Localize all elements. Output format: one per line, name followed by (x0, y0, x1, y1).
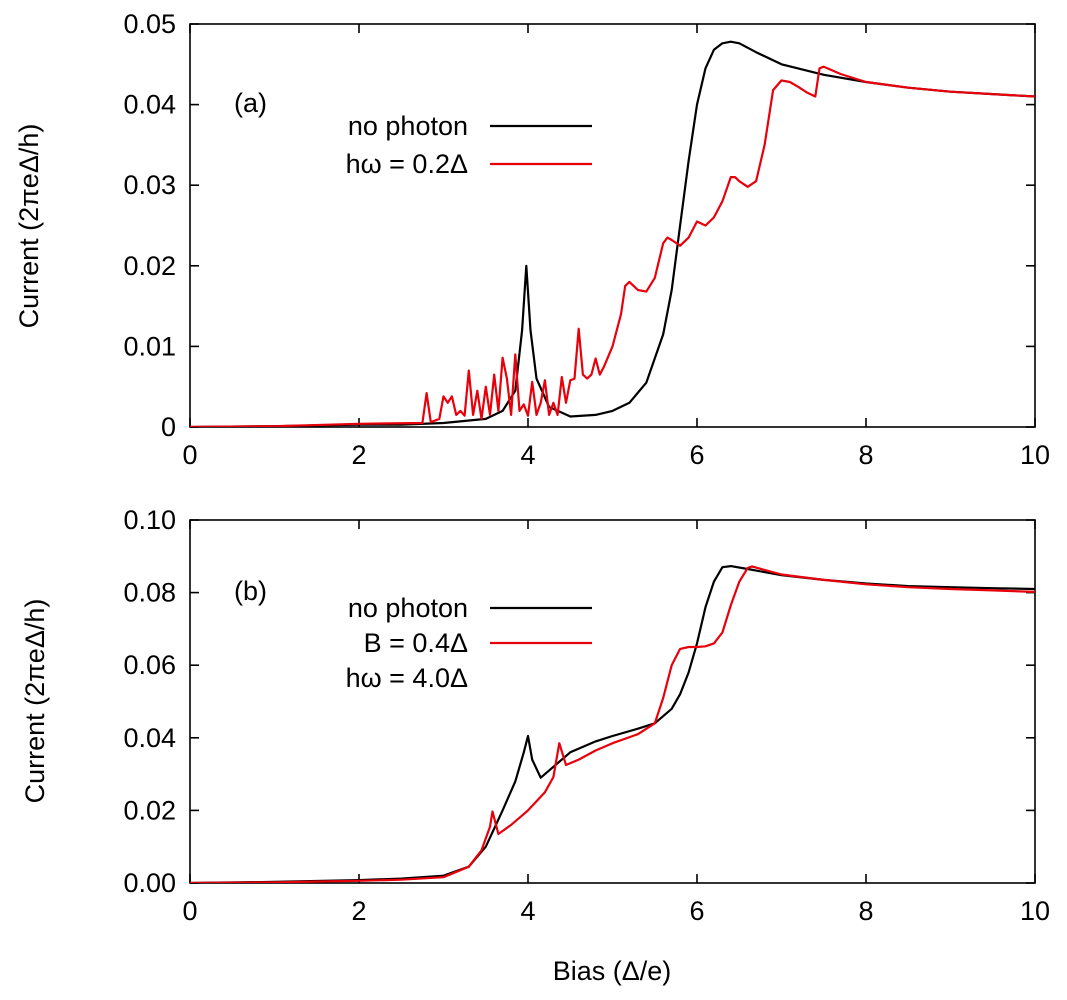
y-tick-label-a: 0.01 (123, 331, 176, 361)
x-tick-label-b: 4 (520, 896, 535, 926)
curves-b (190, 565, 1035, 883)
x-tick-label-b: 10 (1020, 896, 1050, 926)
series-line-b-0 (190, 565, 1035, 883)
x-tick-label-b: 6 (689, 896, 704, 926)
legend-a: no photon hω = 0.2Δ (346, 111, 592, 179)
plot-area-frame-b (189, 519, 1036, 884)
ticks-a (189, 23, 1036, 428)
legend-b: no photon B = 0.4Δ hω = 4.0Δ (346, 593, 592, 693)
curves-a (190, 40, 1035, 427)
tick-labels-a: 0 2 4 6 8 10 0 0.01 0.02 0.03 0.04 0.05 (123, 9, 1050, 470)
x-tick-label-b: 8 (858, 896, 873, 926)
plot-area-frame-a (189, 23, 1036, 428)
x-tick-label-a: 8 (858, 440, 873, 470)
y-axis-label-b: Current (2πeΔ/h) (20, 599, 50, 804)
x-tick-label-a: 4 (520, 440, 535, 470)
panel-b: 0 2 4 6 8 10 0.00 0.02 0.04 0.06 0.08 0.10 Current … (20, 505, 1050, 986)
y-tick-label-a: 0.02 (123, 251, 176, 281)
x-tick-label-a: 0 (182, 440, 197, 470)
x-tick-label-a: 6 (689, 440, 704, 470)
x-tick-label-b: 2 (351, 896, 366, 926)
y-tick-label-a: 0.04 (123, 90, 176, 120)
y-tick-label-b: 0.10 (123, 505, 176, 535)
legend-label-a-1: hω = 0.2Δ (346, 149, 468, 179)
ticks-b (189, 519, 1036, 884)
series-line-b-1 (190, 565, 1035, 883)
y-tick-label-b: 0.02 (123, 795, 176, 825)
y-tick-label-b: 0.04 (123, 723, 176, 753)
panel-a: 0 2 4 6 8 10 0 0.01 0.02 0.03 0.04 0.05 Current (2π… (14, 9, 1050, 470)
panel-label-a: (a) (234, 88, 267, 118)
tick-labels-b: 0 2 4 6 8 10 0.00 0.02 0.04 0.06 0.08 0.10 (123, 505, 1050, 926)
panel-label-b: (b) (234, 576, 267, 606)
x-tick-label-b: 0 (182, 896, 197, 926)
x-tick-label-a: 10 (1020, 440, 1050, 470)
legend-label-b-0: no photon (348, 593, 468, 623)
y-tick-label-a: 0.03 (123, 170, 176, 200)
x-axis-label-b: Bias (Δ/e) (553, 956, 672, 986)
y-tick-label-b: 0.06 (123, 650, 176, 680)
series-line-a-1 (190, 65, 1035, 427)
legend-label-a-0: no photon (348, 111, 468, 141)
y-tick-label-b: 0.08 (123, 578, 176, 608)
legend-label-b-1: B = 0.4Δ (364, 628, 468, 658)
y-tick-label-a: 0.05 (123, 9, 176, 39)
y-axis-label-a: Current (2πeΔ/h) (14, 124, 44, 329)
series-line-a-0 (190, 40, 1035, 427)
y-tick-label-b: 0.00 (123, 868, 176, 898)
y-tick-label-a: 0 (161, 412, 176, 442)
x-tick-label-a: 2 (351, 440, 366, 470)
legend-extra-text-b: hω = 4.0Δ (346, 663, 468, 693)
